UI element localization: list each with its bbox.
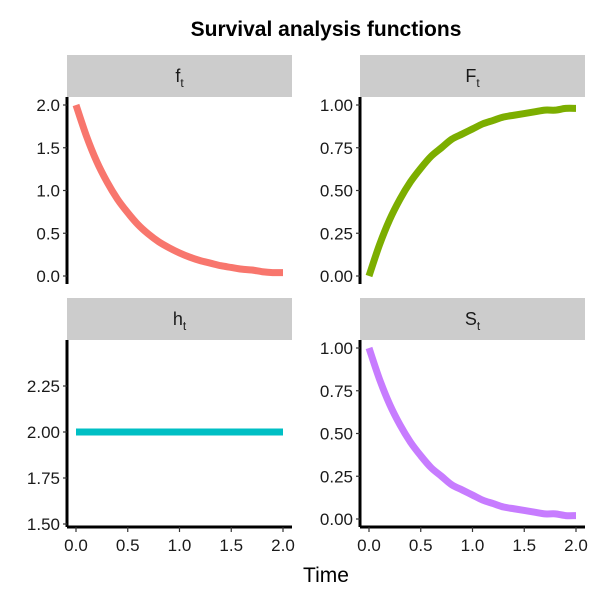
chart-title: Survival analysis functions bbox=[191, 18, 462, 41]
strip-f bbox=[67, 55, 292, 97]
y-tick-label-f-1: 0.5 bbox=[36, 224, 60, 243]
facet-panel-f: ft 0.0 0.5 1.0 1.5 2.0 bbox=[36, 55, 292, 286]
y-tick-label-f-0: 0.0 bbox=[36, 267, 60, 286]
y-tick-label-S-4: 1.00 bbox=[320, 339, 353, 358]
x-tick-label-S-3: 1.5 bbox=[512, 536, 536, 555]
y-tick-label-S-3: 0.75 bbox=[320, 382, 353, 401]
x-tick-label-h-0: 0.0 bbox=[64, 536, 88, 555]
y-tick-label-F-1: 0.25 bbox=[320, 224, 353, 243]
y-tick-label-h-2: 2.00 bbox=[27, 423, 60, 442]
y-tick-label-h-3: 2.25 bbox=[27, 377, 60, 396]
y-tick-label-S-2: 0.50 bbox=[320, 425, 353, 444]
facet-panel-F: Ft 0.00 0.25 0.50 0.75 1.00 bbox=[320, 55, 585, 286]
strip-label-main-h: h bbox=[173, 309, 183, 329]
x-tick-label-h-1: 0.5 bbox=[116, 536, 140, 555]
strip-label-f: ft bbox=[175, 66, 184, 90]
x-tick-label-S-0: 0.0 bbox=[357, 536, 381, 555]
y-tick-label-h-0: 1.50 bbox=[27, 515, 60, 534]
strip-label-main-F: F bbox=[465, 66, 476, 86]
strip-label-sub-S: t bbox=[477, 319, 481, 333]
strip-label-F: Ft bbox=[465, 66, 480, 90]
strip-label-h: ht bbox=[173, 309, 187, 333]
x-tick-label-h-4: 2.0 bbox=[271, 536, 295, 555]
x-tick-label-h-2: 1.0 bbox=[168, 536, 192, 555]
x-axis-title: Time bbox=[303, 564, 349, 587]
strip-label-sub-f: t bbox=[180, 76, 184, 90]
x-tick-label-S-1: 0.5 bbox=[409, 536, 433, 555]
strip-h bbox=[67, 298, 292, 340]
x-tick-label-S-2: 1.0 bbox=[461, 536, 485, 555]
y-tick-label-h-1: 1.75 bbox=[27, 469, 60, 488]
y-tick-label-F-0: 0.00 bbox=[320, 267, 353, 286]
y-tick-label-f-2: 1.0 bbox=[36, 182, 60, 201]
y-tick-label-F-3: 0.75 bbox=[320, 139, 353, 158]
strip-F bbox=[360, 55, 585, 97]
y-tick-label-f-3: 1.5 bbox=[36, 139, 60, 158]
strip-label-main-f: f bbox=[175, 66, 181, 86]
y-tick-label-f-4: 2.0 bbox=[36, 96, 60, 115]
strip-label-S: St bbox=[465, 309, 481, 333]
series-line-f bbox=[72, 103, 284, 277]
y-tick-label-S-0: 0.00 bbox=[320, 510, 353, 529]
strip-label-main-S: S bbox=[465, 309, 477, 329]
strip-label-sub-h: t bbox=[183, 319, 187, 333]
y-tick-label-F-2: 0.50 bbox=[320, 182, 353, 201]
y-tick-label-F-4: 1.00 bbox=[320, 96, 353, 115]
series-line-F bbox=[365, 104, 577, 278]
strip-label-sub-F: t bbox=[476, 76, 480, 90]
strip-S bbox=[360, 298, 585, 340]
facet-panels: ft0.00.51.01.52.0Ft0.000.250.500.751.00h… bbox=[27, 55, 588, 555]
x-tick-label-h-3: 1.5 bbox=[219, 536, 243, 555]
series-line-S bbox=[365, 346, 577, 520]
facet-panel-h: ht 1.50 1.75 2.00 2.25 0.0 0.5 1.0 1.5 2.0 bbox=[27, 298, 295, 555]
facet-panel-S: St 0.00 0.25 0.50 0.75 1.00 0.0 0.5 1.0 1.5 2.0 bbox=[320, 298, 588, 555]
y-tick-label-S-1: 0.25 bbox=[320, 467, 353, 486]
x-tick-label-S-4: 2.0 bbox=[564, 536, 588, 555]
